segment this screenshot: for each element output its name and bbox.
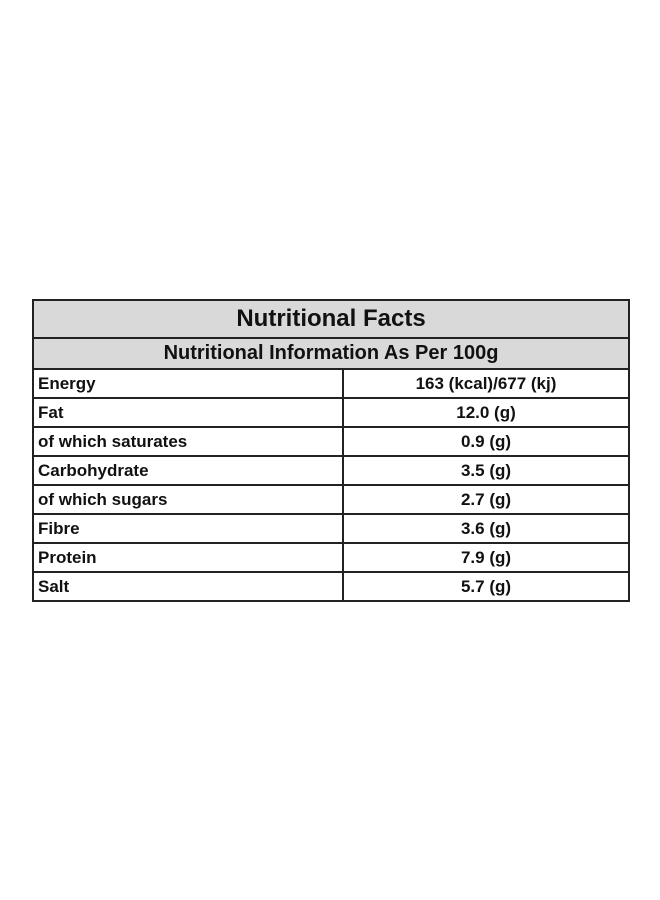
nutrient-name: Energy — [32, 368, 344, 399]
nutrient-name: of which sugars — [32, 484, 344, 515]
nutrient-row: Protein 7.9 (g) — [32, 542, 631, 573]
nutrient-value: 7.9 (g) — [341, 542, 631, 573]
nutrient-value: 163 (kcal)/677 (kj) — [341, 368, 631, 399]
nutrient-value: 12.0 (g) — [341, 397, 631, 428]
nutrient-name: Salt — [32, 571, 344, 602]
nutrient-name: of which saturates — [32, 426, 344, 457]
nutrition-table: Nutritional Facts Nutritional Informatio… — [31, 299, 631, 602]
nutrient-name: Carbohydrate — [32, 455, 344, 486]
nutrient-row: Salt 5.7 (g) — [32, 571, 631, 602]
nutrient-value: 3.5 (g) — [341, 455, 631, 486]
table-subtitle: Nutritional Information As Per 100g — [31, 337, 631, 370]
nutrient-value: 5.7 (g) — [341, 571, 631, 602]
nutrient-row: of which sugars 2.7 (g) — [32, 484, 631, 515]
nutrient-name: Protein — [32, 542, 344, 573]
nutrient-row: Carbohydrate 3.5 (g) — [32, 455, 631, 486]
nutrient-row: Fibre 3.6 (g) — [32, 513, 631, 544]
nutrient-value: 0.9 (g) — [341, 426, 631, 457]
nutrient-row: Energy 163 (kcal)/677 (kj) — [32, 368, 631, 399]
title-row: Nutritional Facts — [31, 299, 631, 339]
nutrient-row: Fat 12.0 (g) — [32, 397, 631, 428]
subtitle-row: Nutritional Information As Per 100g — [31, 337, 631, 370]
table-title: Nutritional Facts — [31, 299, 631, 339]
nutrient-row: of which saturates 0.9 (g) — [32, 426, 631, 457]
nutrient-value: 3.6 (g) — [341, 513, 631, 544]
nutrient-name: Fat — [32, 397, 344, 428]
nutrient-value: 2.7 (g) — [341, 484, 631, 515]
nutrient-name: Fibre — [32, 513, 344, 544]
